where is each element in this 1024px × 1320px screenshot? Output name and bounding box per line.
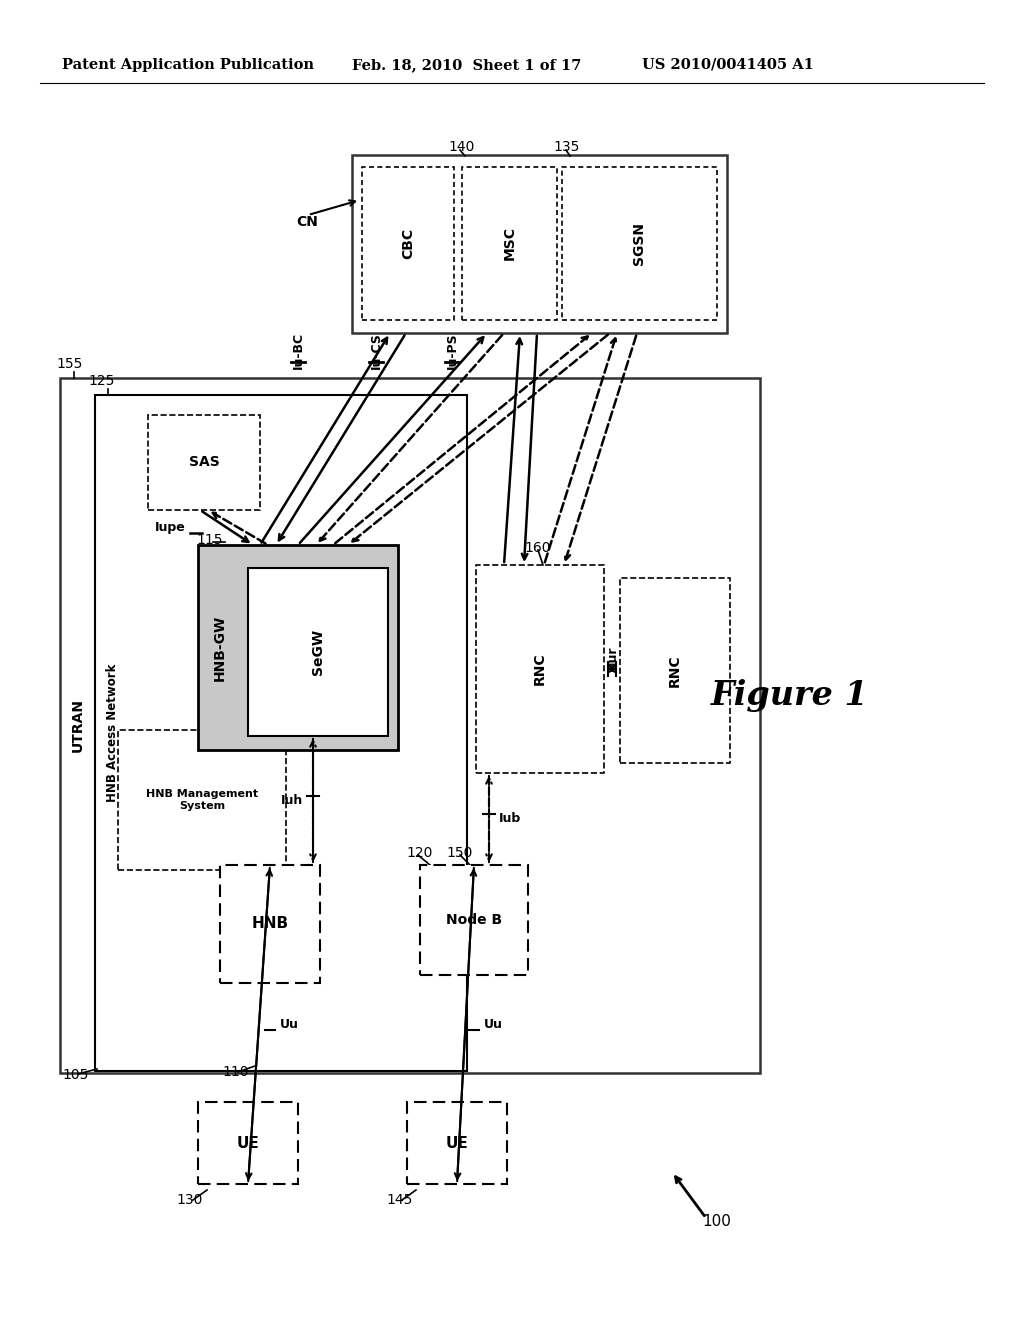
Bar	[220, 865, 319, 983]
Bar	[352, 154, 727, 333]
Text: Iu-PS: Iu-PS	[445, 333, 459, 368]
Bar	[60, 378, 760, 1073]
Text: 125: 125	[88, 374, 115, 388]
Text: HNB-GW: HNB-GW	[213, 614, 227, 681]
Text: SeGW: SeGW	[311, 628, 325, 675]
Text: 135: 135	[553, 140, 580, 154]
Text: Patent Application Publication: Patent Application Publication	[62, 58, 314, 73]
Bar	[198, 545, 398, 750]
Text: MSC: MSC	[503, 227, 516, 260]
Text: Uu: Uu	[484, 1018, 503, 1031]
Bar	[95, 395, 467, 1071]
Text: HNB Management
System: HNB Management System	[146, 789, 258, 810]
Text: 115: 115	[196, 533, 222, 546]
Bar	[198, 1102, 298, 1184]
Text: Iub: Iub	[499, 813, 521, 825]
Text: 145: 145	[386, 1193, 413, 1206]
Text: UTRAN: UTRAN	[71, 698, 85, 752]
Bar	[148, 414, 260, 510]
Text: Feb. 18, 2010  Sheet 1 of 17: Feb. 18, 2010 Sheet 1 of 17	[352, 58, 582, 73]
Bar	[620, 578, 730, 763]
Bar	[462, 168, 557, 319]
Text: Iur: Iur	[605, 645, 618, 665]
Text: UE: UE	[445, 1135, 468, 1151]
Text: Iu-CS: Iu-CS	[370, 333, 383, 368]
Text: HNB: HNB	[252, 916, 289, 932]
Text: RNC: RNC	[668, 655, 682, 686]
Text: 100: 100	[702, 1214, 731, 1229]
Text: 155: 155	[56, 356, 82, 371]
Text: HNB Access Network: HNB Access Network	[105, 664, 119, 803]
Bar	[248, 568, 388, 737]
Bar	[562, 168, 717, 319]
Text: 105: 105	[62, 1068, 88, 1082]
Bar	[407, 1102, 507, 1184]
Text: 140: 140	[449, 140, 474, 154]
Text: UE: UE	[237, 1135, 259, 1151]
Text: 120: 120	[406, 846, 432, 861]
Text: Uu: Uu	[280, 1018, 299, 1031]
Bar	[118, 730, 286, 870]
Text: Figure 1: Figure 1	[711, 678, 869, 711]
Text: Iuh: Iuh	[281, 795, 303, 807]
Text: CN: CN	[296, 215, 317, 228]
Text: Iupe: Iupe	[156, 521, 186, 535]
Text: Node B: Node B	[445, 913, 502, 927]
Bar	[362, 168, 454, 319]
Text: RNC: RNC	[534, 652, 547, 685]
Text: SAS: SAS	[188, 455, 219, 470]
Text: 110: 110	[222, 1065, 249, 1078]
Text: 130: 130	[176, 1193, 203, 1206]
Bar	[476, 565, 604, 774]
Text: Iu-BC: Iu-BC	[292, 331, 304, 370]
Bar	[420, 865, 528, 975]
Text: SGSN: SGSN	[633, 222, 646, 265]
Text: 160: 160	[524, 541, 551, 554]
Text: 150: 150	[446, 846, 472, 861]
Text: US 2010/0041405 A1: US 2010/0041405 A1	[642, 58, 814, 73]
Text: CBC: CBC	[401, 228, 415, 259]
